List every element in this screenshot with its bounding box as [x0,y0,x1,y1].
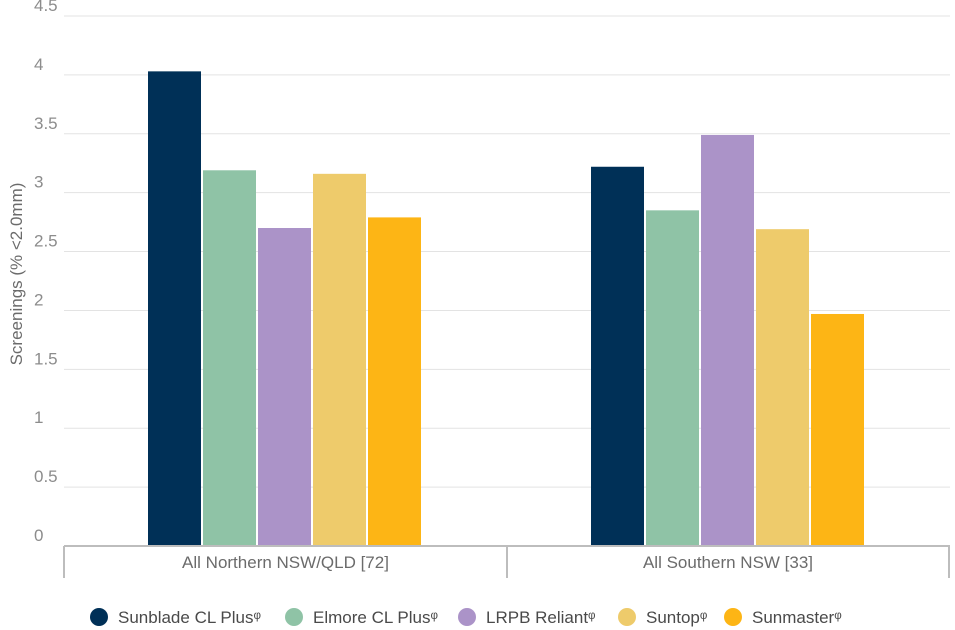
legend-label: Sunblade CL Plusᵠ [118,608,261,627]
y-tick-label: 1 [34,408,43,427]
y-tick-label: 3 [34,173,43,192]
y-axis-title: Screenings (% <2.0mm) [7,183,26,366]
legend-label: Elmore CL Plusᵠ [313,608,438,627]
legend-swatch [724,608,742,626]
y-tick-label: 0.5 [34,467,58,486]
y-tick-label: 1.5 [34,349,58,368]
legend-label: Sunmasterᵠ [752,608,842,627]
bar [313,173,366,547]
y-tick-label: 0 [34,526,43,545]
x-category-label: All Southern NSW [33] [643,553,813,572]
legend-swatch [458,608,476,626]
bar [701,134,754,546]
bar [811,313,864,546]
bar [258,228,311,546]
bars [148,71,864,547]
y-axis-ticks: 0 0.5 1 1.5 2 2.5 3 3.5 4 4.5 [34,0,58,545]
legend-label: LRPB Reliantᵠ [486,608,596,627]
bar [646,210,699,547]
y-tick-label: 2 [34,290,43,309]
bar [368,217,421,546]
legend-label: Suntopᵠ [646,608,708,627]
legend-swatch [285,608,303,626]
bar [756,229,809,546]
y-tick-label: 4.5 [34,0,58,15]
legend: Sunblade CL Plusᵠ Elmore CL Plusᵠ LRPB Rel… [90,608,842,627]
legend-swatch [618,608,636,626]
y-tick-label: 3.5 [34,114,58,133]
x-category-label: All Northern NSW/QLD [72] [182,553,389,572]
bar [203,170,256,547]
bar [591,166,644,546]
y-tick-label: 4 [34,55,43,74]
bar [148,71,201,546]
y-tick-label: 2.5 [34,232,58,251]
legend-swatch [90,608,108,626]
x-axis: All Northern NSW/QLD [72] All Southern NS… [63,545,950,578]
